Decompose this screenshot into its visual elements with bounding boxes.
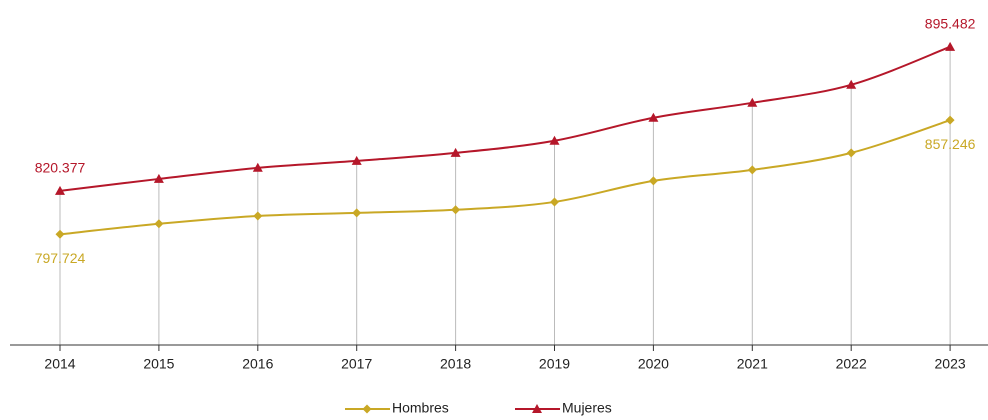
x-tick-label: 2017: [341, 356, 372, 372]
x-tick-label: 2020: [638, 356, 669, 372]
marker: [154, 219, 164, 229]
line: [59, 119, 951, 236]
marker: [532, 404, 542, 413]
marker: [648, 112, 659, 122]
marker: [55, 229, 65, 239]
marker: [351, 155, 362, 165]
legend: Hombres Mujeres: [345, 400, 612, 416]
marker: [549, 135, 560, 145]
marker: [945, 41, 956, 51]
data-label: 797.724: [35, 250, 86, 266]
data-label: 895.482: [925, 16, 976, 32]
x-tick-label: 2023: [935, 356, 966, 372]
legend-label: Hombres: [392, 400, 449, 416]
x-tick-label: 2019: [539, 356, 570, 372]
marker: [153, 173, 164, 183]
x-tick-label: 2022: [836, 356, 867, 372]
marker: [846, 148, 856, 158]
marker: [747, 165, 757, 175]
marker: [648, 176, 658, 186]
x-tick-label: 2014: [44, 356, 75, 372]
marker: [362, 404, 372, 414]
marker: [550, 197, 559, 207]
marker: [352, 208, 362, 218]
marker: [252, 162, 263, 172]
marker: [945, 115, 955, 125]
marker: [253, 211, 263, 221]
data-label: 857.246: [925, 136, 976, 152]
line: [59, 45, 951, 192]
x-tick-label: 2015: [143, 356, 174, 372]
marker: [55, 185, 65, 195]
marker: [846, 79, 857, 89]
marker: [450, 147, 461, 157]
x-tick-label: 2016: [242, 356, 273, 372]
marker: [451, 205, 461, 215]
legend-label: Mujeres: [562, 400, 612, 416]
x-tick-label: 2021: [737, 356, 768, 372]
x-tick-label: 2018: [440, 356, 471, 372]
data-label: 820.377: [35, 160, 86, 176]
marker: [747, 97, 758, 107]
